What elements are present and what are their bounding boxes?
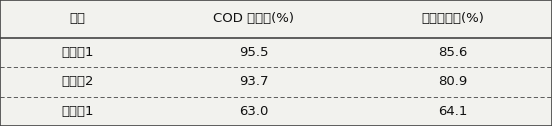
- Text: 项目: 项目: [70, 12, 85, 25]
- Text: 臭氧利用率(%): 臭氧利用率(%): [421, 12, 484, 25]
- Text: 95.5: 95.5: [239, 46, 269, 59]
- Text: 93.7: 93.7: [239, 75, 269, 88]
- Text: 63.0: 63.0: [239, 105, 269, 118]
- Text: 64.1: 64.1: [438, 105, 468, 118]
- Text: COD 去除率(%): COD 去除率(%): [214, 12, 294, 25]
- Text: 比较例1: 比较例1: [61, 105, 93, 118]
- Text: 85.6: 85.6: [438, 46, 468, 59]
- Text: 80.9: 80.9: [438, 75, 467, 88]
- Text: 实施例1: 实施例1: [61, 46, 93, 59]
- Text: 实施例2: 实施例2: [61, 75, 93, 88]
